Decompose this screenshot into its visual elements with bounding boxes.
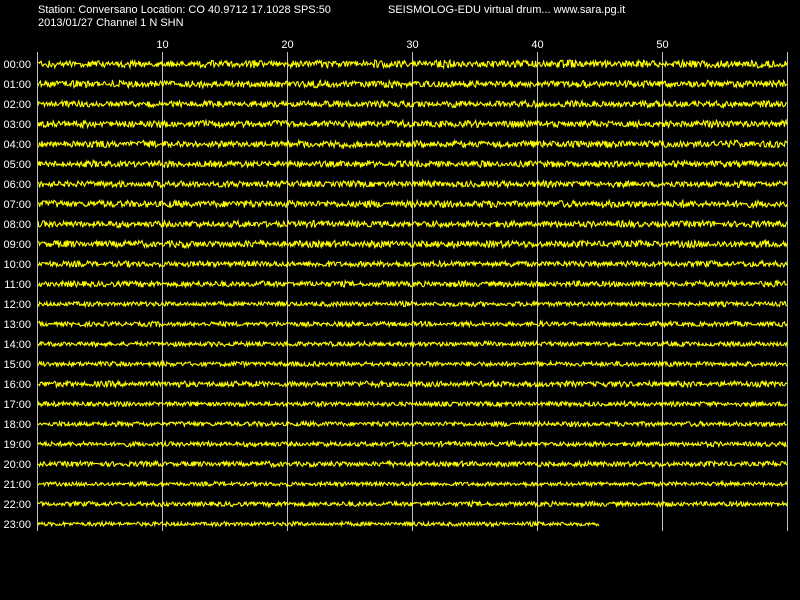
hour-label-18: 18:00 — [3, 419, 31, 431]
seismic-trace-5 — [37, 158, 788, 169]
hour-label-8: 08:00 — [3, 219, 31, 231]
seismic-trace-9 — [37, 238, 788, 250]
hour-label-19: 19:00 — [3, 439, 31, 451]
hour-label-23: 23:00 — [3, 519, 31, 531]
seismic-trace-17 — [37, 399, 788, 409]
seismic-trace-0 — [38, 58, 788, 70]
x-tick-label-10: 10 — [156, 39, 168, 51]
x-tick-label-30: 30 — [406, 39, 418, 51]
hour-label-11: 11:00 — [4, 279, 31, 291]
seismic-trace-15 — [37, 359, 788, 369]
hour-label-1: 01:00 — [3, 79, 31, 91]
hour-label-16: 16:00 — [3, 379, 31, 391]
x-tick-label-50: 50 — [656, 39, 668, 51]
seismic-trace-4 — [37, 138, 788, 150]
hour-label-15: 15:00 — [3, 359, 31, 371]
station-info-label: Station: Conversano Location: CO 40.9712… — [38, 4, 331, 16]
hour-label-13: 13:00 — [3, 319, 31, 331]
hour-label-20: 20:00 — [3, 459, 31, 471]
hour-label-14: 14:00 — [3, 339, 31, 351]
hour-label-0: 00:00 — [3, 59, 31, 71]
seismic-trace-13 — [37, 319, 788, 329]
hour-label-10: 10:00 — [3, 259, 31, 271]
x-tick-label-20: 20 — [281, 39, 293, 51]
hour-label-5: 05:00 — [3, 159, 31, 171]
seismic-trace-7 — [37, 198, 788, 210]
seismic-trace-22 — [37, 499, 788, 509]
seismic-trace-21 — [37, 479, 788, 489]
seismic-trace-19 — [37, 439, 787, 449]
seismic-trace-18 — [37, 419, 788, 429]
seismic-trace-16 — [37, 379, 788, 389]
seismic-trace-6 — [38, 178, 788, 190]
x-tick-label-40: 40 — [531, 39, 543, 51]
seismic-trace-3 — [37, 118, 788, 130]
seismic-trace-2 — [37, 98, 788, 110]
seismic-trace-10 — [37, 259, 788, 269]
seismic-trace-14 — [37, 339, 788, 349]
seismic-trace-8 — [37, 218, 788, 230]
seismic-trace-12 — [37, 299, 788, 309]
seismic-trace-1 — [37, 78, 788, 90]
hour-label-9: 09:00 — [3, 239, 31, 251]
hour-label-21: 21:00 — [3, 479, 31, 491]
hour-label-17: 17:00 — [3, 399, 31, 411]
hour-label-22: 22:00 — [3, 499, 31, 511]
seismic-trace-23 — [37, 519, 600, 528]
brand-info-label: SEISMOLOG-EDU virtual drum... www.sara.p… — [388, 4, 626, 16]
hour-label-7: 07:00 — [3, 199, 31, 211]
hour-label-6: 06:00 — [3, 179, 31, 191]
seismic-trace-20 — [37, 459, 788, 469]
hour-label-4: 04:00 — [3, 139, 31, 151]
hour-label-12: 12:00 — [3, 299, 31, 311]
hour-label-3: 03:00 — [3, 119, 31, 131]
seismic-trace-11 — [37, 278, 788, 289]
date-channel-label: 2013/01/27 Channel 1 N SHN — [38, 17, 184, 29]
hour-label-2: 02:00 — [3, 99, 31, 111]
